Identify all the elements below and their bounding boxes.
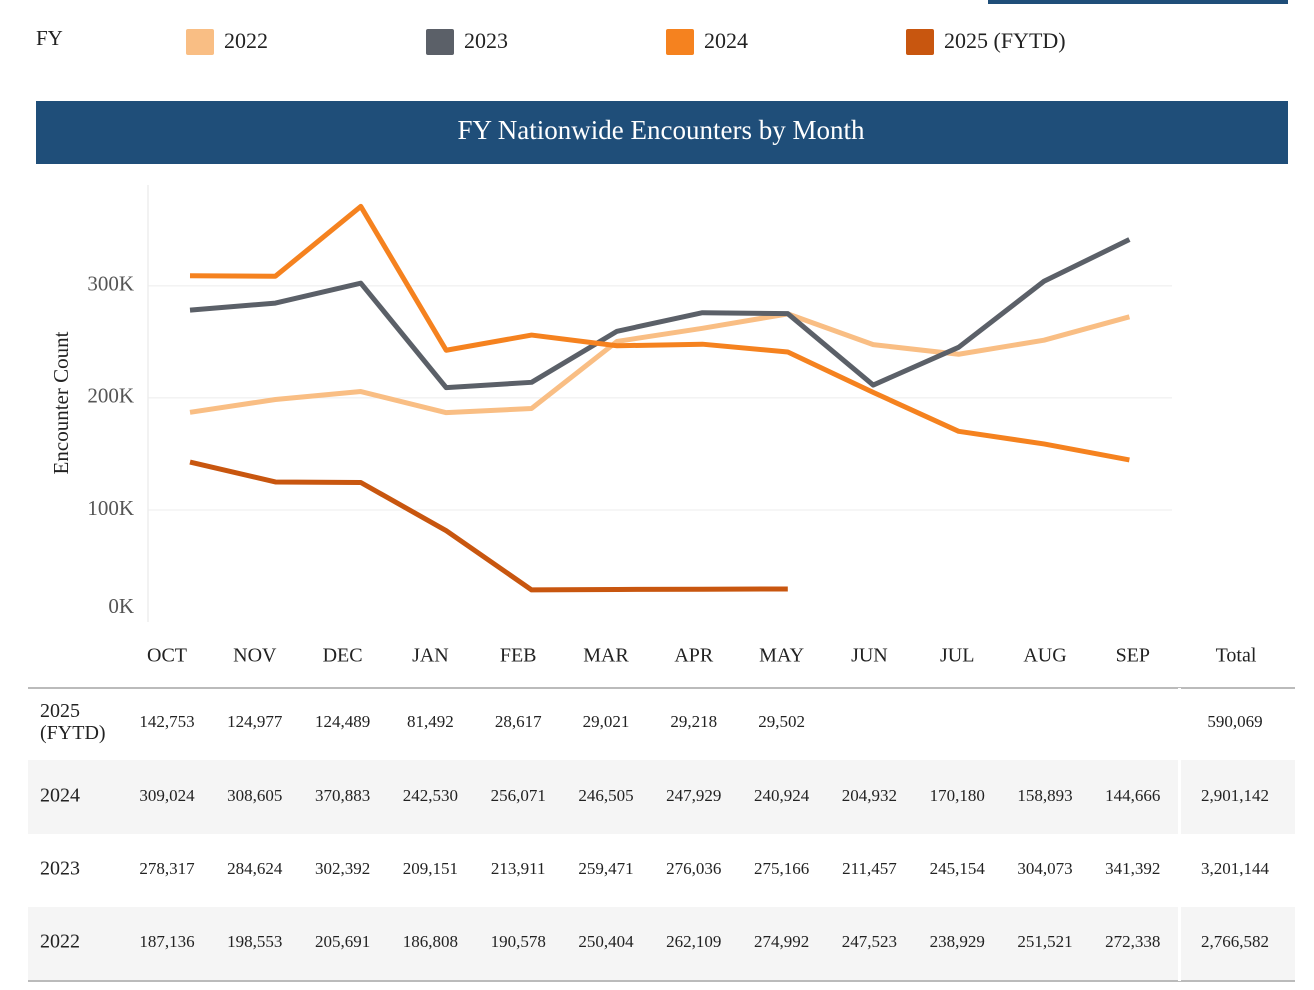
table-cell: 284,624 [227,859,283,878]
table-cell: 276,036 [666,859,721,878]
x-tick-label: AUG [1023,645,1066,667]
table-total: 2,901,142 [1201,786,1269,805]
legend-title: FY [36,26,63,50]
table-cell: 272,338 [1105,932,1160,951]
x-tick-label: MAR [583,645,629,667]
table-cell: 308,605 [227,786,282,805]
x-tick-label: JUN [851,645,888,667]
row-bg [28,907,1178,980]
x-tick-label: DEC [323,645,363,667]
table-cell: 251,521 [1017,932,1072,951]
legend-label: 2023 [464,28,508,53]
y-tick-label: 100K [87,496,134,520]
total-header: Total [1216,645,1257,667]
series-line [189,237,1131,391]
table-cell: 304,073 [1017,859,1072,878]
table-cell: 170,180 [930,786,985,805]
row-label: 2023 [40,858,80,880]
series-line [189,459,788,593]
y-tick-label: 0K [108,594,134,618]
table-cell: 240,924 [754,786,810,805]
series-line [189,311,1131,416]
legend-label: 2022 [224,28,268,53]
table-cell: 205,691 [315,932,370,951]
row-label: 2024 [40,785,80,807]
table-cell: 275,166 [754,859,809,878]
chart-title: FY Nationwide Encounters by Month [458,115,865,145]
y-axis-label: Encounter Count [49,331,73,474]
y-tick-label: 300K [87,272,134,296]
table-cell: 238,929 [930,932,985,951]
x-tick-label: SEP [1116,645,1150,667]
table-cell: 211,457 [842,859,897,878]
legend-label: 2025 (FYTD) [944,28,1066,53]
table-cell: 256,071 [491,786,546,805]
x-tick-label: NOV [233,645,277,667]
table-cell: 144,666 [1105,786,1160,805]
series-line [189,203,1130,463]
table-cell: 142,753 [139,712,194,731]
table-cell: 370,883 [315,786,370,805]
y-tick-label: 200K [87,384,134,408]
x-tick-label: JAN [412,645,449,667]
table-cell: 124,977 [227,712,283,731]
table-cell: 242,530 [403,786,458,805]
table-total: 3,201,144 [1201,859,1270,878]
table-cell: 198,553 [227,932,282,951]
legend-swatch [186,29,214,55]
table-cell: 341,392 [1105,859,1160,878]
top-accent [988,0,1288,4]
x-tick-label: JUL [940,645,974,667]
table-cell: 28,617 [495,712,542,731]
table-cell: 81,492 [407,712,454,731]
row-label: 2022 [40,931,80,953]
table-cell: 247,929 [666,786,721,805]
table-total: 2,766,582 [1201,932,1269,951]
table-cell: 245,154 [930,859,986,878]
x-tick-label: APR [674,645,714,667]
table-cell: 246,505 [578,786,633,805]
table-cell: 29,021 [583,712,630,731]
table-cell: 247,523 [842,932,897,951]
x-tick-label: MAY [759,645,804,667]
legend-label: 2024 [704,28,748,53]
x-tick-label: FEB [500,645,537,667]
table-cell: 204,932 [842,786,897,805]
table-cell: 262,109 [666,932,721,951]
table-cell: 259,471 [578,859,633,878]
table-cell: 213,911 [491,859,546,878]
table-cell: 186,808 [403,932,458,951]
row-bg [1181,907,1295,980]
table-cell: 29,502 [758,712,805,731]
title-bar [36,101,1288,164]
legend-swatch [906,29,934,55]
table-cell: 158,893 [1017,786,1072,805]
table-cell: 274,992 [754,932,809,951]
row-label: 2025 (FYTD) [40,700,106,744]
legend-swatch [426,29,454,55]
x-tick-label: OCT [147,645,187,667]
legend-swatch [666,29,694,55]
table-cell: 278,317 [139,859,195,878]
table-cell: 209,151 [403,859,458,878]
row-bg [28,760,1178,834]
row-bg [1181,760,1295,834]
table-total: 590,069 [1207,712,1262,731]
table-cell: 190,578 [491,932,546,951]
table-cell: 187,136 [139,932,194,951]
table-cell: 250,404 [578,932,634,951]
table-cell: 29,218 [670,712,717,731]
table-cell: 124,489 [315,712,370,731]
table-cell: 302,392 [315,859,370,878]
table-cell: 309,024 [139,786,195,805]
